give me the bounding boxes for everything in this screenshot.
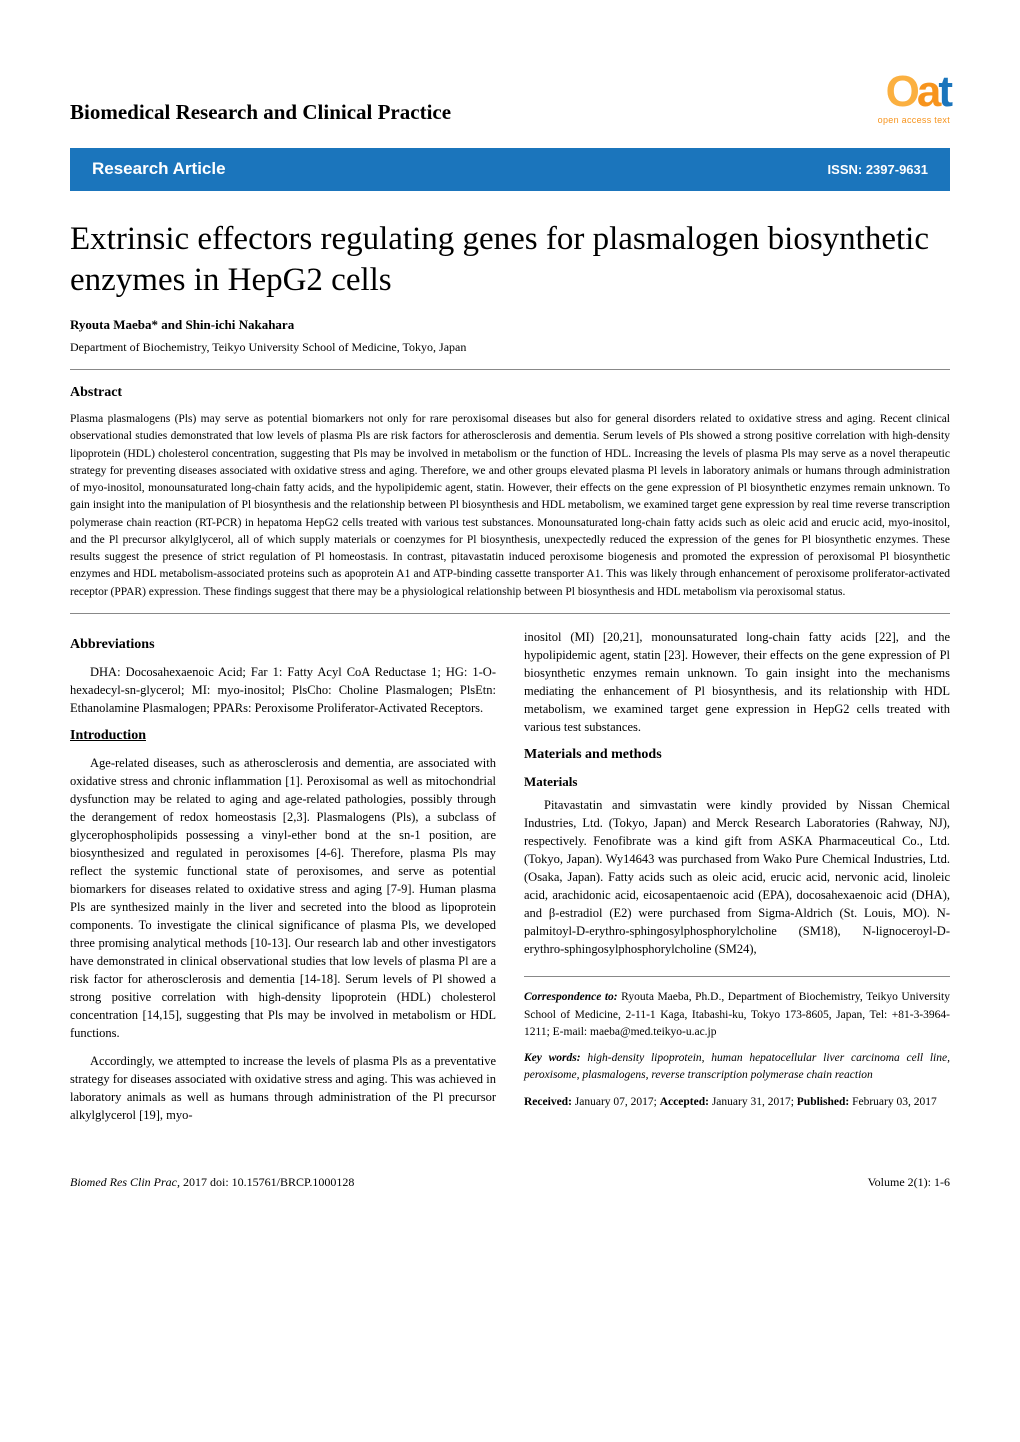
dates-line: Received: January 07, 2017; Accepted: Ja… [524,1094,950,1111]
received-label: Received: [524,1096,572,1108]
page-footer: Biomed Res Clin Prac, 2017 doi: 10.15761… [70,1174,950,1190]
article-title: Extrinsic effectors regulating genes for… [70,219,950,302]
keywords-line: Key words: high-density lipoprotein, hum… [524,1050,950,1085]
intro-continued: inositol (MI) [20,21], monounsaturated l… [524,628,950,736]
materials-paragraph: Pitavastatin and simvastatin were kindly… [524,796,950,958]
logo-letter-o: O [886,70,917,114]
abstract-text: Plasma plasmalogens (Pls) may serve as p… [70,411,950,601]
footer-doi: 2017 doi: 10.15761/BRCP.1000128 [180,1175,354,1189]
logo-letter-a: a [917,70,938,114]
issn-label: ISSN: 2397-9631 [828,161,928,179]
correspondence-label: Correspondence to: [524,991,618,1003]
footer-right: Volume 2(1): 1-6 [868,1174,950,1190]
abstract-heading: Abstract [70,384,950,403]
publisher-logo: O a t open access text [878,70,950,126]
abbreviations-heading: Abbreviations [70,636,496,655]
abbreviations-text: DHA: Docosahexaenoic Acid; Far 1: Fatty … [70,663,496,717]
accepted-date: January 31, 2017; [709,1096,797,1108]
published-label: Published: [797,1096,849,1108]
correspondence-line: Correspondence to: Ryouta Maeba, Ph.D., … [524,989,950,1041]
right-column: inositol (MI) [20,21], monounsaturated l… [524,628,950,1134]
footer-journal-abbrev: Biomed Res Clin Prac, [70,1175,180,1189]
introduction-heading: Introduction [70,727,496,746]
footer-left: Biomed Res Clin Prac, 2017 doi: 10.15761… [70,1174,354,1190]
intro-paragraph-2: Accordingly, we attempted to increase th… [70,1052,496,1124]
materials-subheading: Materials [524,773,950,791]
authors: Ryouta Maeba* and Shin-ichi Nakahara [70,316,950,334]
keywords-text: high-density lipoprotein, human hepatoce… [524,1052,950,1081]
logo-tagline: open access text [878,114,950,126]
materials-methods-heading: Materials and methods [524,746,950,765]
journal-name: Biomedical Research and Clinical Practic… [70,98,451,126]
divider [70,369,950,370]
accepted-label: Accepted: [660,1096,709,1108]
correspondence-block: Correspondence to: Ryouta Maeba, Ph.D., … [524,976,950,1111]
logo-letters: O a t [886,70,950,114]
affiliation: Department of Biochemistry, Teikyo Unive… [70,339,950,355]
intro-paragraph-1: Age-related diseases, such as atheroscle… [70,754,496,1042]
published-date: February 03, 2017 [849,1096,937,1108]
received-date: January 07, 2017; [572,1096,660,1108]
article-type-label: Research Article [92,158,226,181]
header-row: Biomedical Research and Clinical Practic… [70,70,950,126]
left-column: Abbreviations DHA: Docosahexaenoic Acid;… [70,628,496,1134]
divider [70,613,950,614]
two-column-body: Abbreviations DHA: Docosahexaenoic Acid;… [70,628,950,1134]
logo-letter-t: t [938,70,950,114]
keywords-label: Key words: [524,1052,581,1064]
article-type-bar: Research Article ISSN: 2397-9631 [70,148,950,191]
